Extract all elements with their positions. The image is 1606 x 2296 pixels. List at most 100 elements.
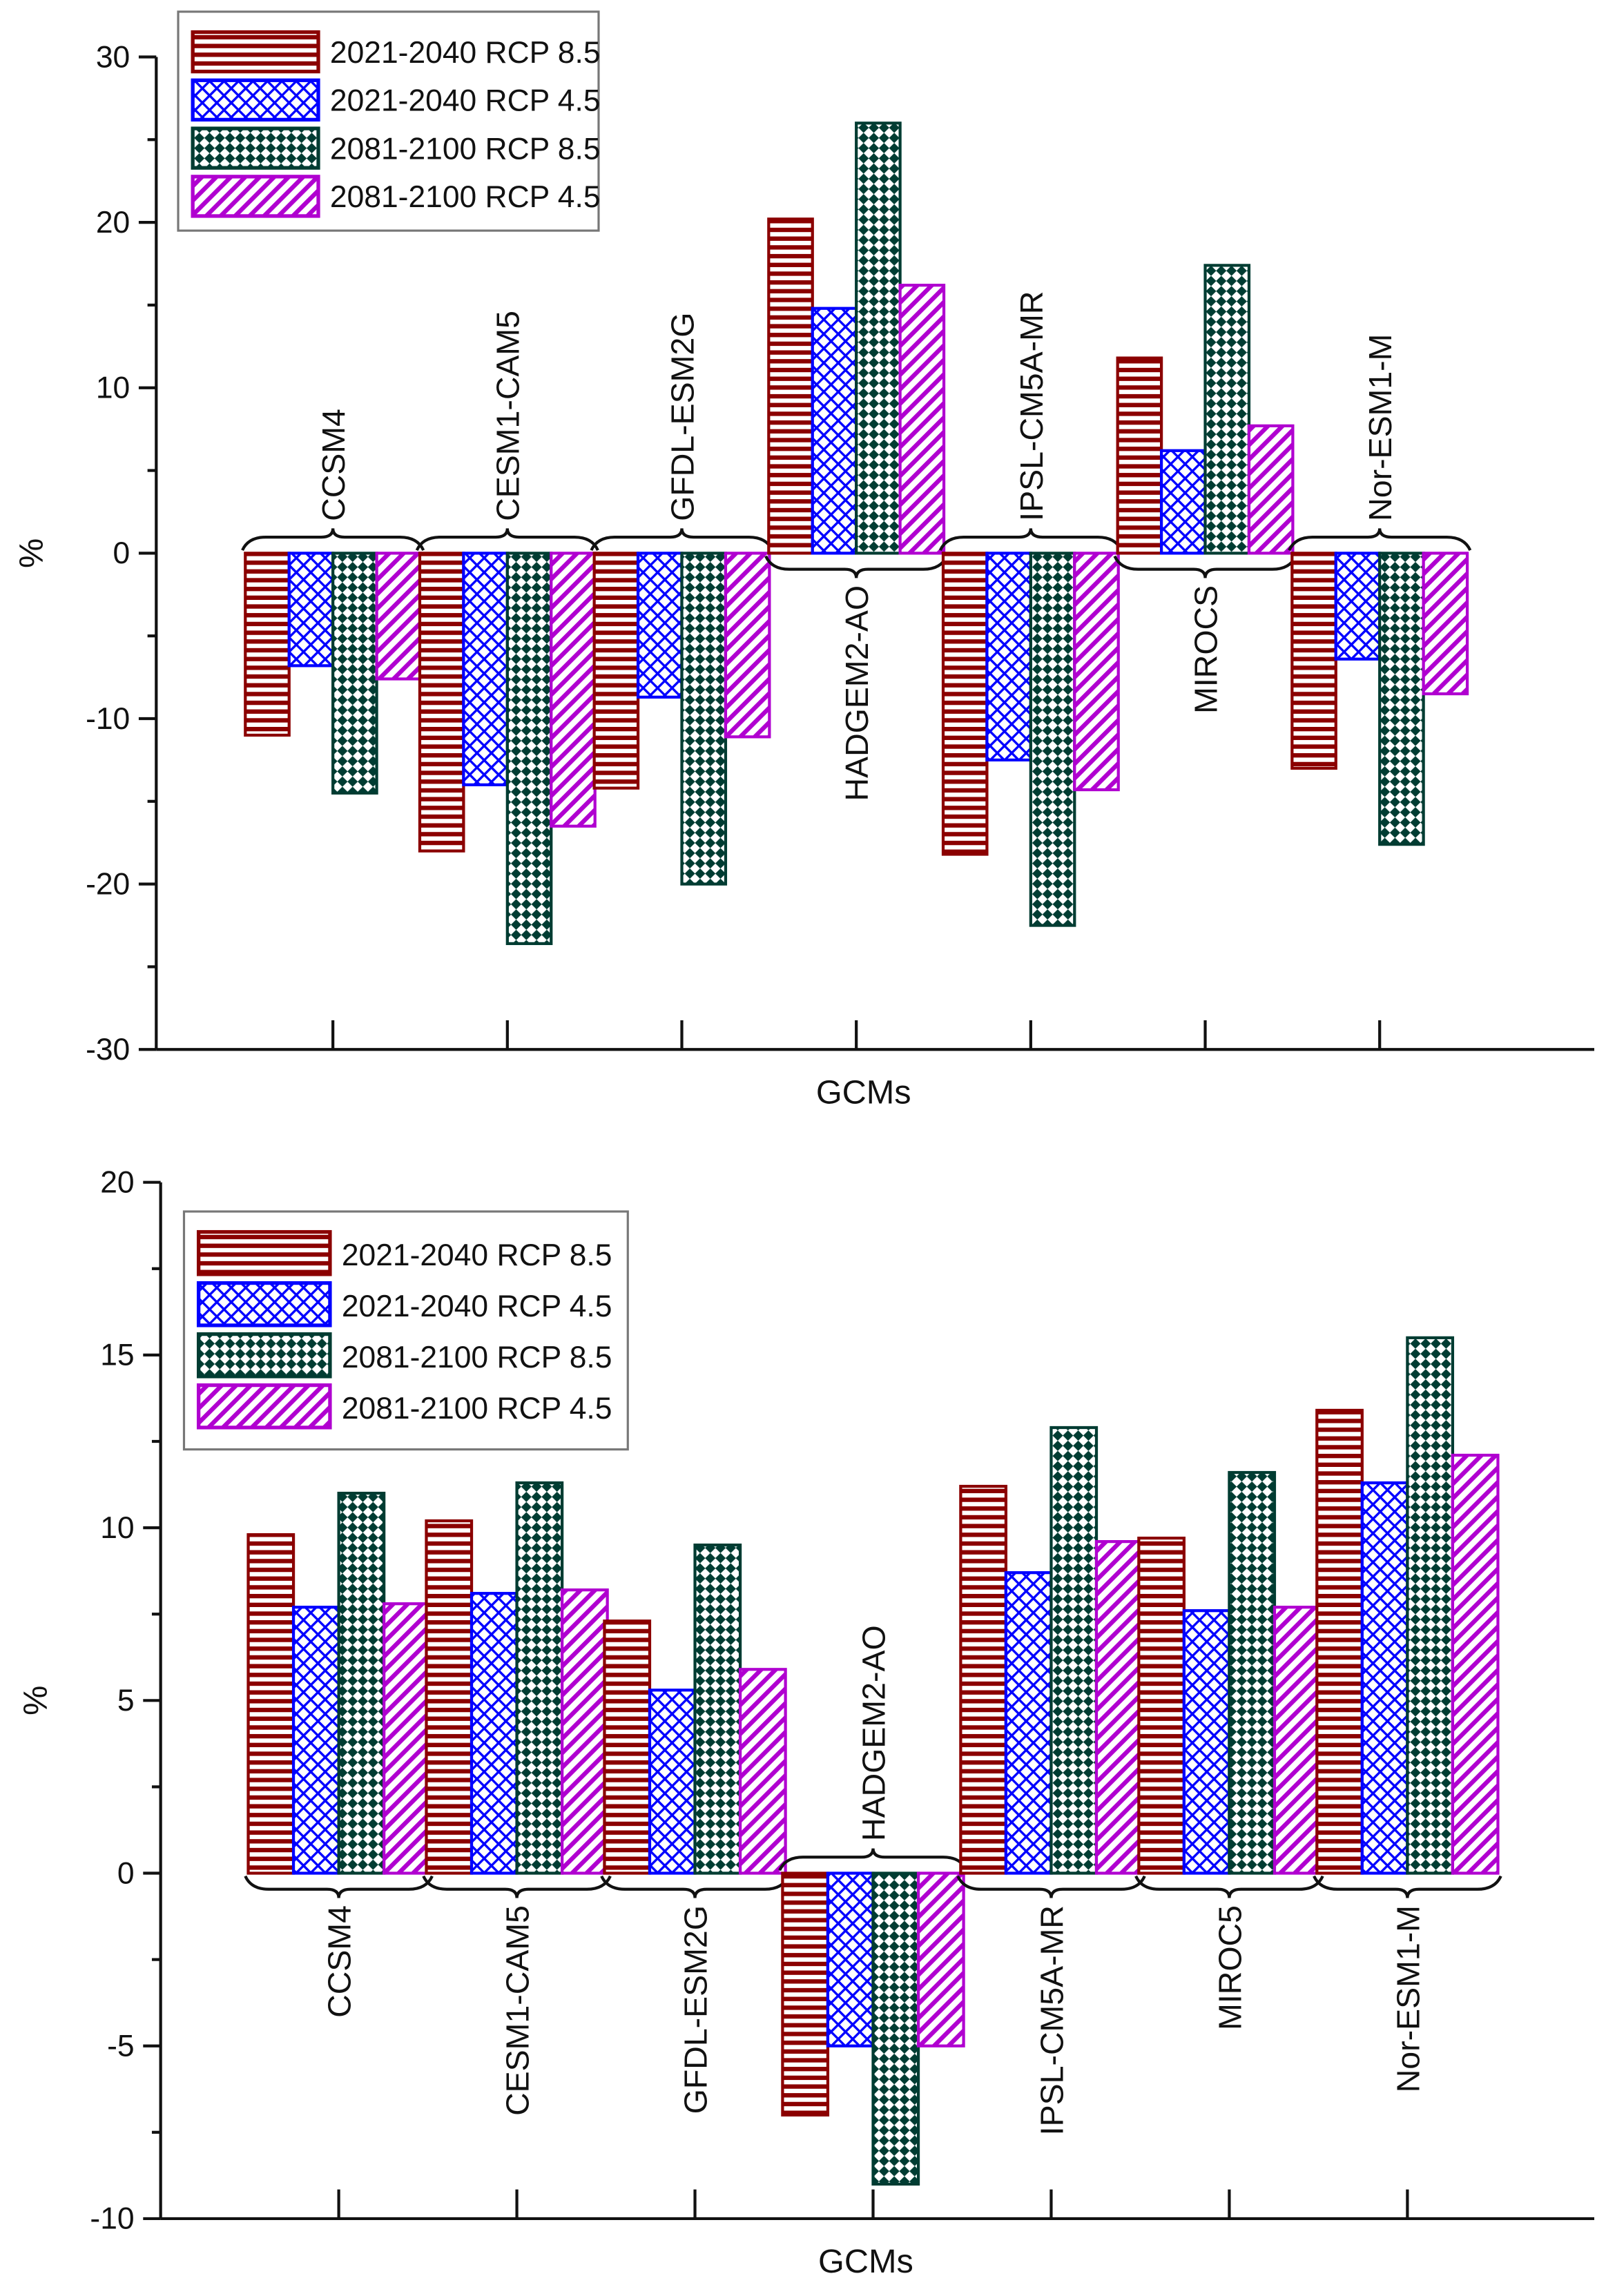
x-axis-title: GCMs [816,1074,911,1111]
bar-ipsl-cm5a-mr-3 [1029,552,1076,927]
group-label: Nor-ESM1-M [1390,1905,1426,2092]
bar-ccsm4-4 [375,552,423,681]
y-tick-label: 15 [100,1339,134,1372]
y-tick-label: 20 [100,1165,134,1199]
bar-cesm1-cam5-2 [470,1592,519,1875]
legend-swatch-4 [191,175,320,218]
y-axis-title: % [12,538,50,568]
bar-ccsm4-1 [246,1533,296,1875]
legend-swatch-3 [191,126,320,170]
y-tick-label: -30 [86,1033,130,1067]
bar-cesm1-cam5-1 [418,552,465,853]
bar-ccsm4-1 [244,552,291,737]
bar-hadgem2-ao-4 [916,1871,965,2047]
bar-nor-esm1-m-4 [1451,1453,1500,1875]
bar-mirocs-3 [1203,264,1251,555]
bar-ipsl-cm5a-mr-4 [1094,1540,1143,1875]
bar-nor-esm1-m-1 [1290,552,1337,770]
x-axis-title: GCMs [818,2243,913,2280]
y-tick-label: 20 [96,206,130,240]
bar-ccsm4-3 [331,552,378,795]
legend-swatch-4 [196,1383,332,1430]
group-brace [778,1848,968,1871]
y-axis-title: % [17,1686,55,1715]
bar-cesm1-cam5-3 [505,552,553,946]
bar-gfdl-esm2g-1 [603,1619,652,1875]
bar-mirocs-1 [1116,356,1163,555]
legend-swatch-3 [196,1332,332,1379]
group-label: HADGEM2-AO [855,1625,891,1841]
bar-cesm1-cam5-1 [425,1519,474,1875]
bar-hadgem2-ao-3 [871,1871,920,2186]
group-brace [764,555,949,578]
group-label: GFDL-ESM2G [664,313,700,521]
bar-nor-esm1-m-2 [1334,552,1382,661]
bar-ipsl-cm5a-mr-2 [985,552,1032,762]
y-tick-label: -20 [86,867,130,901]
bar-nor-esm1-m-3 [1406,1336,1455,1875]
bar-hadgem2-ao-1 [781,1871,830,2117]
bar-cesm1-cam5-4 [550,552,597,828]
bar-nor-esm1-m-2 [1360,1481,1409,1875]
group-label: IPSL-CM5A-MR [1034,1905,1070,2135]
y-tick-label: 10 [96,371,130,405]
y-tick-label: 0 [113,536,130,570]
bar-miroc5-1 [1137,1537,1186,1875]
group-label: IPSL-CM5A-MR [1014,291,1049,521]
bar-hadgem2-ao-4 [898,284,946,555]
group-brace [956,1875,1146,1898]
legend-swatch-1 [191,30,320,74]
legend-label: 2021-2040 RCP 4.5 [342,1290,612,1323]
bar-hadgem2-ao-2 [811,307,858,555]
y-tick-label: -10 [90,2202,134,2236]
bar-miroc5-3 [1228,1470,1277,1875]
bar-ipsl-cm5a-mr-3 [1049,1426,1099,1875]
legend: 2021-2040 RCP 8.5 2021-2040 RCP 4.5 2081-2… [177,10,601,232]
group-label: Nor-ESM1-M [1362,334,1398,521]
group-brace [600,1875,790,1898]
group-brace [244,1875,434,1898]
bar-gfdl-esm2g-2 [636,552,684,699]
group-brace [1113,555,1297,578]
bar-cesm1-cam5-2 [462,552,509,786]
group-label: MIROC5 [1212,1905,1248,2030]
bar-ccsm4-2 [287,552,335,668]
bar-gfdl-esm2g-4 [724,552,771,739]
bar-ipsl-cm5a-mr-1 [959,1484,1008,1875]
chart-bottom: 20 15 10 5 0 -5 -10 GCMs% CCSM4 CESM1-CAM5 GFDL-ES… [17,1165,1595,2280]
group-label: CESM1-CAM5 [499,1905,535,2116]
y-tick-label: 30 [96,40,130,74]
bar-miroc5-4 [1273,1606,1322,1875]
bar-hadgem2-ao-1 [767,217,814,555]
bar-nor-esm1-m-1 [1315,1408,1364,1875]
legend-label: 2081-2100 RCP 8.5 [342,1341,612,1374]
y-tick-label: 5 [117,1684,135,1718]
bar-ipsl-cm5a-mr-4 [1073,552,1120,792]
bar-nor-esm1-m-3 [1378,552,1425,846]
group-brace [241,528,425,552]
legend: 2021-2040 RCP 8.5 2021-2040 RCP 4.5 2081-2… [182,1210,629,1451]
group-label: CESM1-CAM5 [490,311,526,521]
bar-nor-esm1-m-4 [1422,552,1469,696]
bar-ccsm4-2 [291,1606,340,1875]
legend-swatch-2 [196,1281,332,1327]
bar-ccsm4-3 [337,1491,386,1875]
group-brace [590,528,774,552]
bar-hadgem2-ao-2 [826,1871,875,2047]
group-brace [1313,1875,1502,1898]
bar-gfdl-esm2g-2 [648,1689,697,1875]
group-brace [1288,528,1472,552]
legend-label: 2081-2100 RCP 4.5 [330,180,601,214]
legend-swatch-1 [196,1229,332,1276]
legend-label: 2021-2040 RCP 8.5 [342,1238,612,1272]
bar-miroc5-2 [1182,1609,1231,1875]
bar-ipsl-cm5a-mr-2 [1004,1571,1053,1875]
group-label: CCSM4 [322,1905,358,2018]
bar-gfdl-esm2g-1 [592,552,640,790]
legend-swatch-2 [191,78,320,122]
bar-gfdl-esm2g-3 [680,552,728,886]
group-brace [422,1875,612,1898]
bar-cesm1-cam5-4 [561,1588,609,1875]
y-tick-label: 0 [117,1856,135,1890]
